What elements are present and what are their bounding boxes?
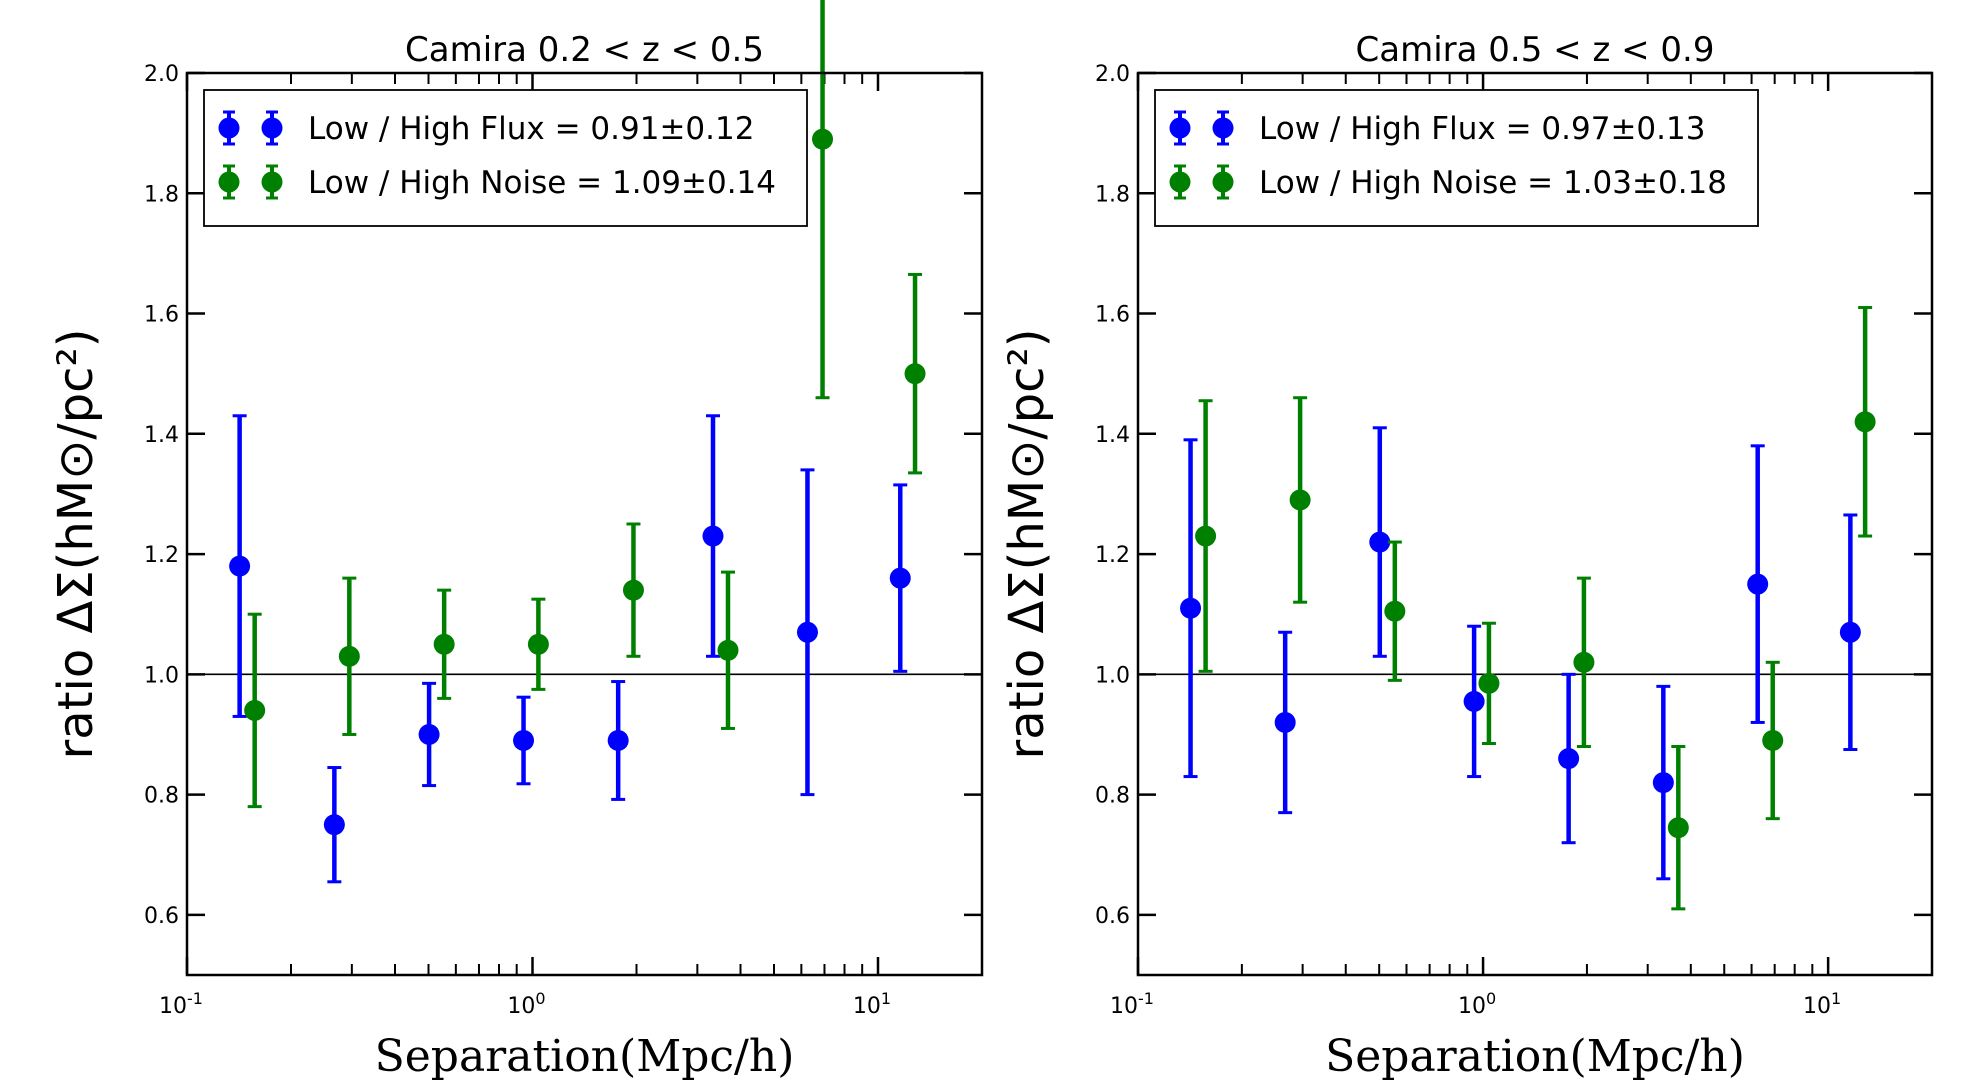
- legend-label: Low / High Flux = 0.91±0.12: [308, 111, 754, 147]
- y-tick-label: 1.0: [1095, 663, 1130, 688]
- y-tick-label: 0.8: [144, 784, 179, 809]
- legend-marker: [261, 171, 283, 193]
- data-point: [1289, 489, 1311, 511]
- y-axis-label: ratio ΔΣ(hM⊙/pc²): [999, 329, 1055, 760]
- data-point: [1274, 711, 1296, 733]
- data-point: [1384, 600, 1406, 622]
- data-point: [338, 645, 360, 667]
- data-point: [229, 555, 251, 577]
- legend-marker: [218, 117, 240, 139]
- data-point: [622, 579, 644, 601]
- data-point: [904, 363, 926, 385]
- data-point: [812, 128, 834, 150]
- data-point: [1652, 772, 1674, 794]
- x-tick-label: 100: [1458, 989, 1496, 1019]
- axes-frame: [1136, 71, 1934, 977]
- data-point: [433, 633, 455, 655]
- legend-marker: [1169, 171, 1191, 193]
- x-axis-label: Separation(Mpc/h): [375, 1031, 795, 1080]
- y-tick-label: 2.0: [144, 62, 179, 87]
- data-point: [1747, 573, 1769, 595]
- y-tick-label: 0.8: [1095, 784, 1130, 809]
- chart-panel-1: 0.6 0.8 1.0 1.2 1.4 1.6 1.8 2.0 10-1 100 101 Low / …: [48, 0, 984, 1080]
- y-tick-label: 0.6: [1095, 904, 1130, 929]
- x-axis-label: Separation(Mpc/h): [1325, 1031, 1745, 1080]
- legend-box: [203, 89, 808, 227]
- chart-title: Camira 0.5 < z < 0.9: [1356, 30, 1715, 70]
- data-point: [1478, 672, 1500, 694]
- legend-marker: [218, 171, 240, 193]
- x-tick-label: 10-1: [1110, 989, 1154, 1019]
- legend-marker: [1169, 117, 1191, 139]
- y-tick-label: 2.0: [1095, 62, 1130, 87]
- chart-title: Camira 0.2 < z < 0.5: [405, 30, 764, 70]
- x-tick-label: 10-1: [159, 989, 203, 1019]
- data-point: [607, 729, 629, 751]
- series-flux: [1180, 426, 1861, 881]
- data-point: [1180, 597, 1202, 619]
- data-point: [513, 729, 535, 751]
- y-tick-label: 1.2: [1095, 543, 1130, 568]
- data-point: [1463, 690, 1485, 712]
- series-noise: [244, 0, 926, 809]
- y-axis-label: ratio ΔΣ(hM⊙/pc²): [48, 329, 104, 760]
- data-point: [702, 525, 724, 547]
- data-point: [717, 639, 739, 661]
- x-tick-label: 101: [1803, 989, 1841, 1019]
- y-tick-label: 1.8: [144, 182, 179, 207]
- legend-label: Low / High Noise = 1.09±0.14: [308, 165, 776, 201]
- y-tick-label: 1.6: [144, 303, 179, 328]
- legend-marker: [261, 117, 283, 139]
- y-tick-label: 1.2: [144, 543, 179, 568]
- data-point: [1667, 817, 1689, 839]
- series-flux: [229, 414, 911, 884]
- legend-box: [1154, 89, 1759, 227]
- data-point: [1558, 748, 1580, 770]
- data-point: [244, 699, 266, 721]
- data-point: [418, 723, 440, 745]
- data-point: [889, 567, 911, 589]
- data-point: [527, 633, 549, 655]
- legend-label: Low / High Noise = 1.03±0.18: [1259, 165, 1727, 201]
- y-tick-label: 1.0: [144, 663, 179, 688]
- data-point: [1573, 651, 1595, 673]
- y-tick-label: 1.4: [1095, 423, 1130, 448]
- data-point: [323, 814, 345, 836]
- data-point: [1369, 531, 1391, 553]
- chart-panel-2: 0.6 0.8 1.0 1.2 1.4 1.6 1.8 2.0 10-1 100 101 Low / …: [999, 30, 1934, 1080]
- data-point: [1839, 621, 1861, 643]
- y-tick-label: 1.4: [144, 423, 179, 448]
- legend-label: Low / High Flux = 0.97±0.13: [1259, 111, 1705, 147]
- y-tick-label: 1.6: [1095, 303, 1130, 328]
- data-point: [1854, 411, 1876, 433]
- legend-marker: [1212, 171, 1234, 193]
- y-tick-label: 1.8: [1095, 182, 1130, 207]
- x-tick-label: 100: [507, 989, 545, 1019]
- series-noise: [1195, 306, 1876, 911]
- data-point: [796, 621, 818, 643]
- y-tick-label: 0.6: [144, 904, 179, 929]
- legend-marker: [1212, 117, 1234, 139]
- axes-frame: [185, 71, 984, 977]
- data-point: [1195, 525, 1217, 547]
- data-point: [1762, 729, 1784, 751]
- x-tick-label: 101: [853, 989, 891, 1019]
